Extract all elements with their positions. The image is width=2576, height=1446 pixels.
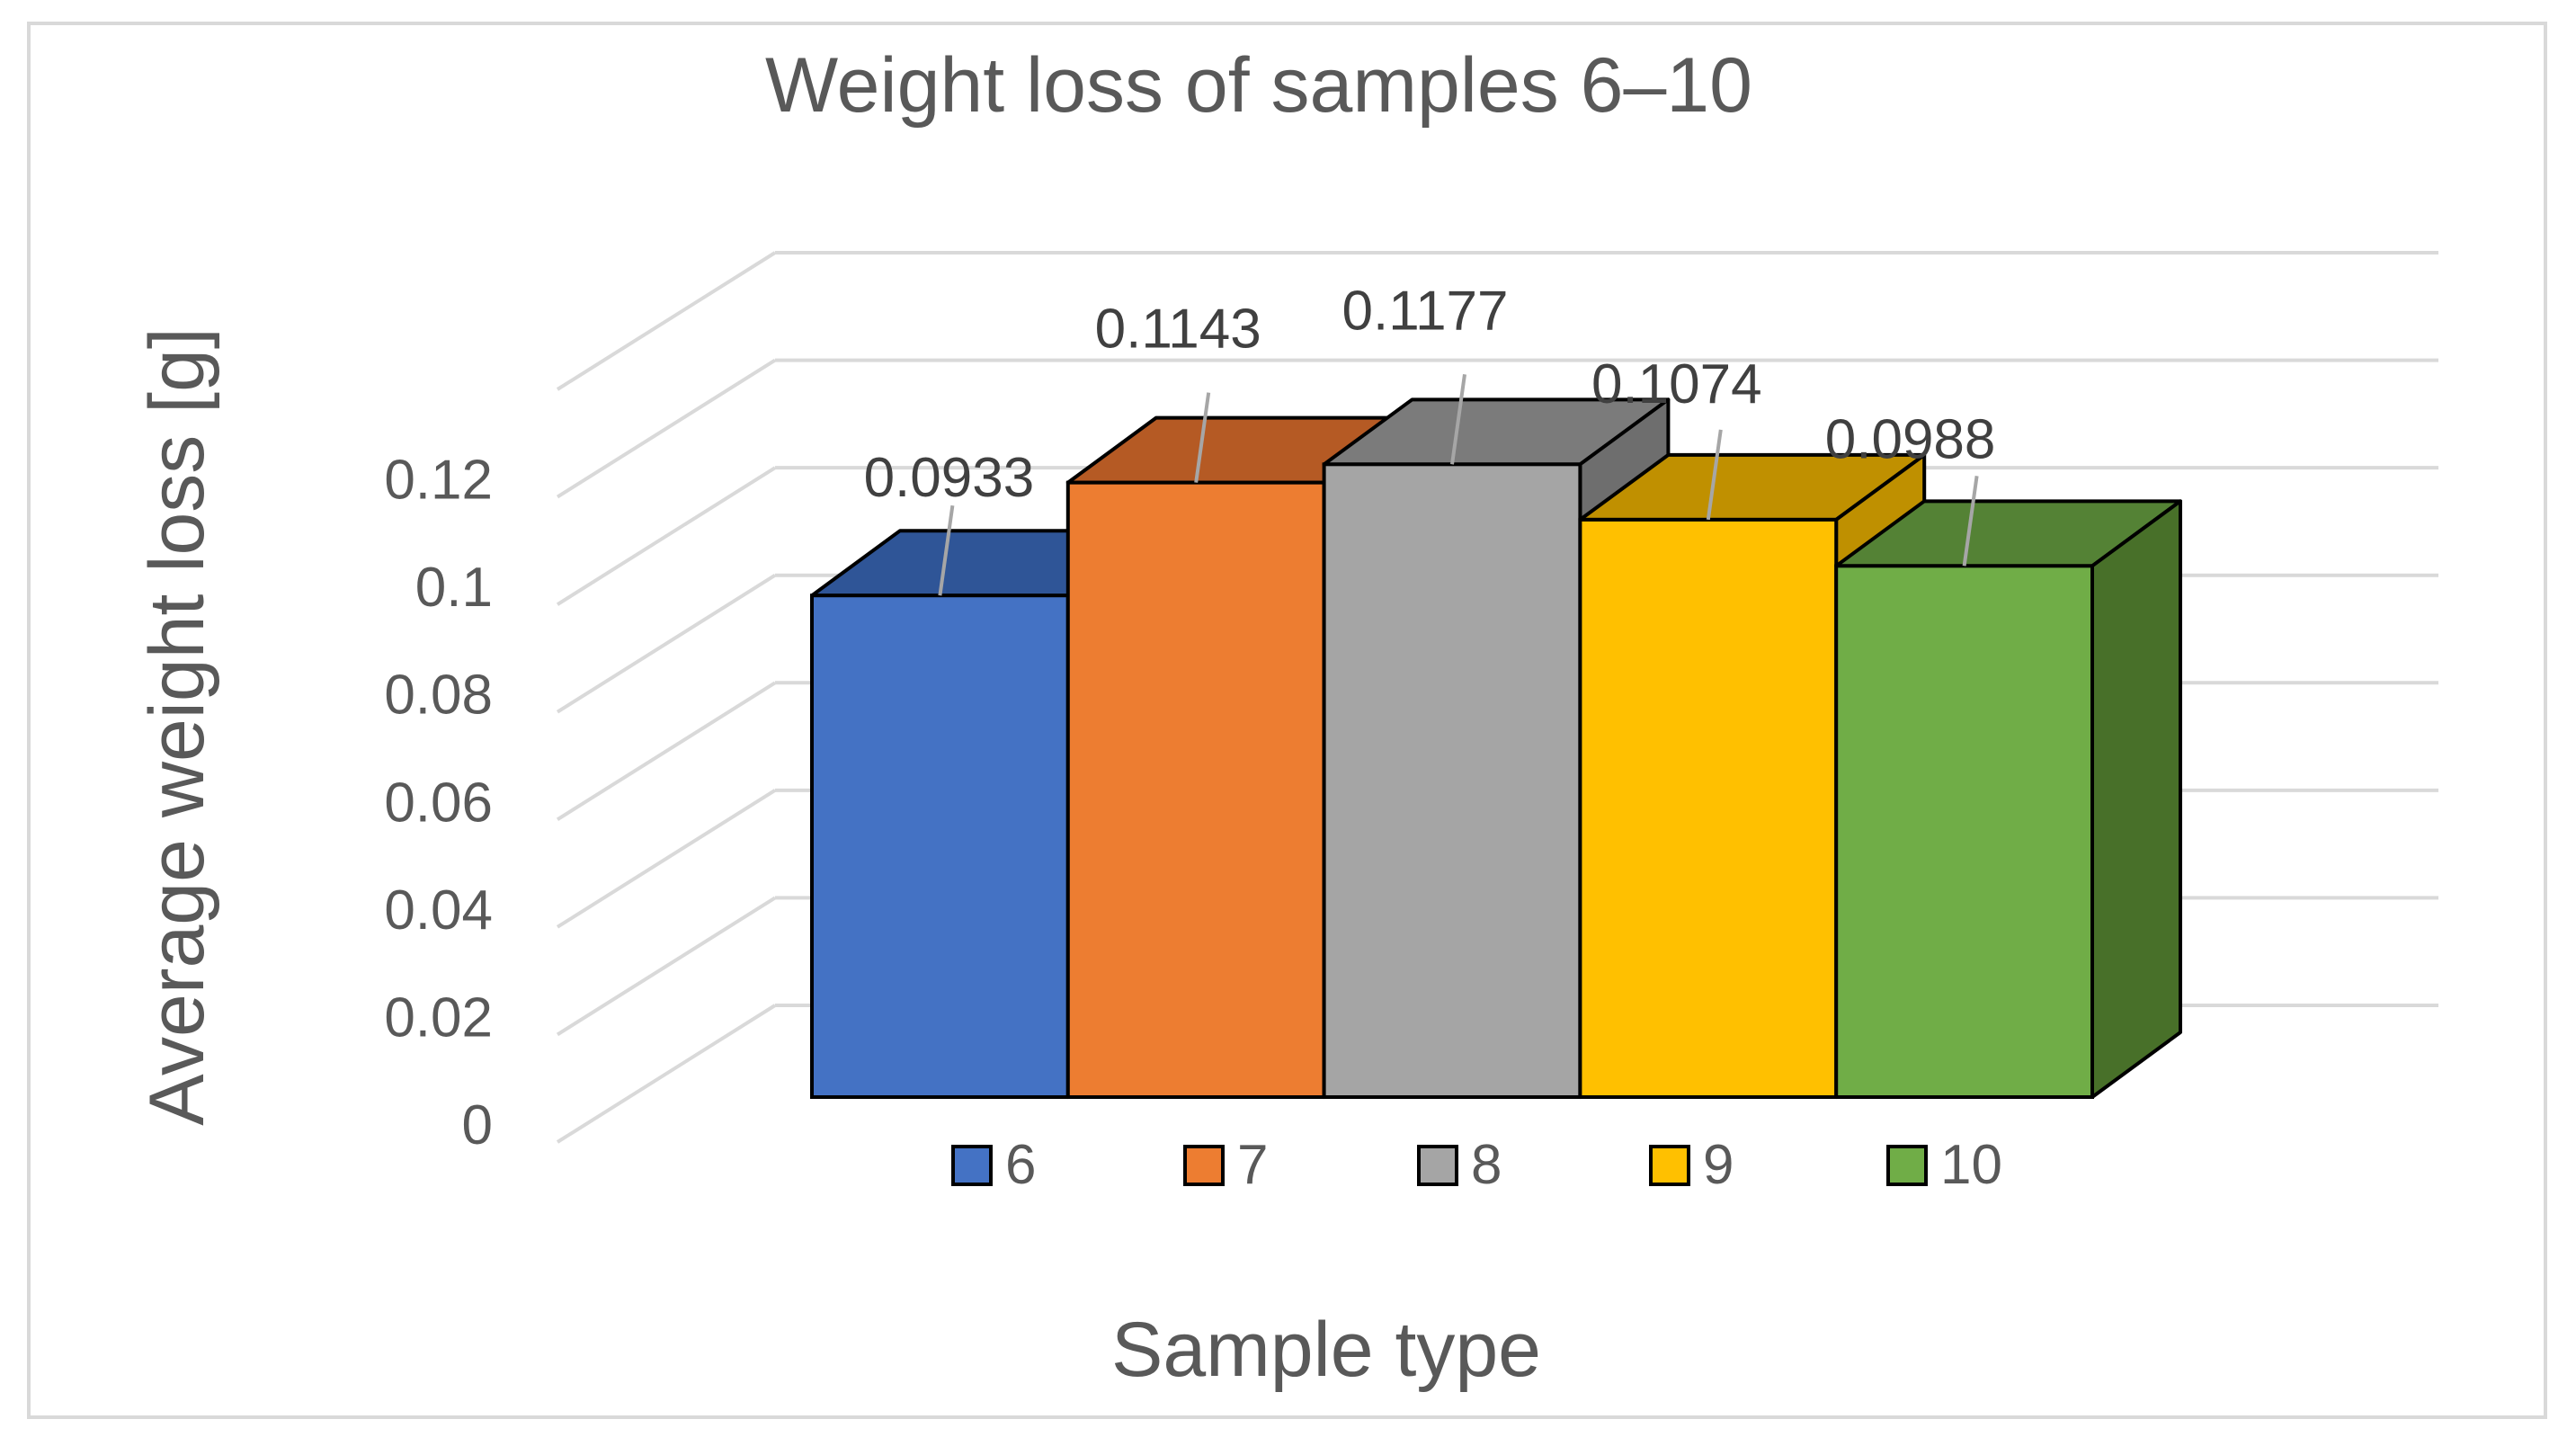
bar-front-7 [1065, 480, 1326, 1099]
legend-swatch-10 [1886, 1145, 1928, 1186]
leader-line-10 [1962, 476, 1979, 567]
bar-front-9 [1578, 517, 1839, 1099]
gridline-side [556, 251, 777, 391]
y-tick-label: 0.02 [384, 986, 493, 1049]
chart-title: Weight loss of samples 6–10 [765, 42, 1752, 129]
bar-front-10 [1834, 564, 2094, 1099]
gridline-side [556, 358, 777, 499]
legend-swatch-7 [1183, 1145, 1225, 1186]
legend-swatch-9 [1649, 1145, 1690, 1186]
data-label-9: 0.1074 [1591, 353, 1762, 415]
leader-line-9 [1706, 429, 1723, 521]
gridline-side [556, 789, 777, 929]
bar-8 [1322, 397, 1671, 1099]
gridline-side [556, 896, 777, 1037]
y-tick-label: 0.1 [415, 557, 493, 619]
legend-label-7: 7 [1237, 1134, 1268, 1196]
y-tick-label: 0.06 [384, 772, 493, 834]
bar-front-8 [1322, 462, 1582, 1099]
y-tick-labels: 0 0.02 0.04 0.06 0.08 0.1 0.12 [384, 450, 493, 1156]
gridline-side [556, 466, 777, 606]
bar-10 [1834, 499, 2182, 1099]
y-axis-title: Average weight loss [g] [134, 327, 220, 1126]
y-tick-label: 0.08 [384, 665, 493, 727]
gridline-side [556, 1004, 777, 1144]
legend: 6 7 8 9 10 [951, 1134, 2002, 1196]
leader-line-7 [1194, 392, 1211, 483]
legend-label-8: 8 [1471, 1134, 1502, 1196]
leader-line-6 [938, 504, 955, 596]
x-axis-title: Sample type [1111, 1307, 1541, 1393]
legend-swatch-6 [951, 1145, 993, 1186]
bar-layer [810, 397, 2182, 1099]
legend-label-6: 6 [1005, 1134, 1036, 1196]
data-label-layer: 0.0933 0.1143 0.1177 0.1074 0.0988 [864, 280, 1996, 596]
bar-front-6 [810, 594, 1070, 1099]
leader-line-8 [1450, 374, 1466, 465]
y-tick-label: 0 [462, 1094, 493, 1156]
legend-label-10: 10 [1940, 1134, 2002, 1196]
data-label-6: 0.0933 [864, 447, 1035, 509]
data-label-10: 0.0988 [1825, 408, 1996, 470]
legend-label-9: 9 [1703, 1134, 1734, 1196]
y-tick-label: 0.12 [384, 450, 493, 512]
data-label-7: 0.1143 [1095, 299, 1261, 361]
legend-swatch-8 [1417, 1145, 1458, 1186]
gridline-side [556, 681, 777, 821]
data-label-8: 0.1177 [1341, 280, 1508, 342]
bar-side-10 [2090, 499, 2182, 1099]
y-tick-label: 0.04 [384, 879, 493, 942]
gridline-side [556, 574, 777, 714]
